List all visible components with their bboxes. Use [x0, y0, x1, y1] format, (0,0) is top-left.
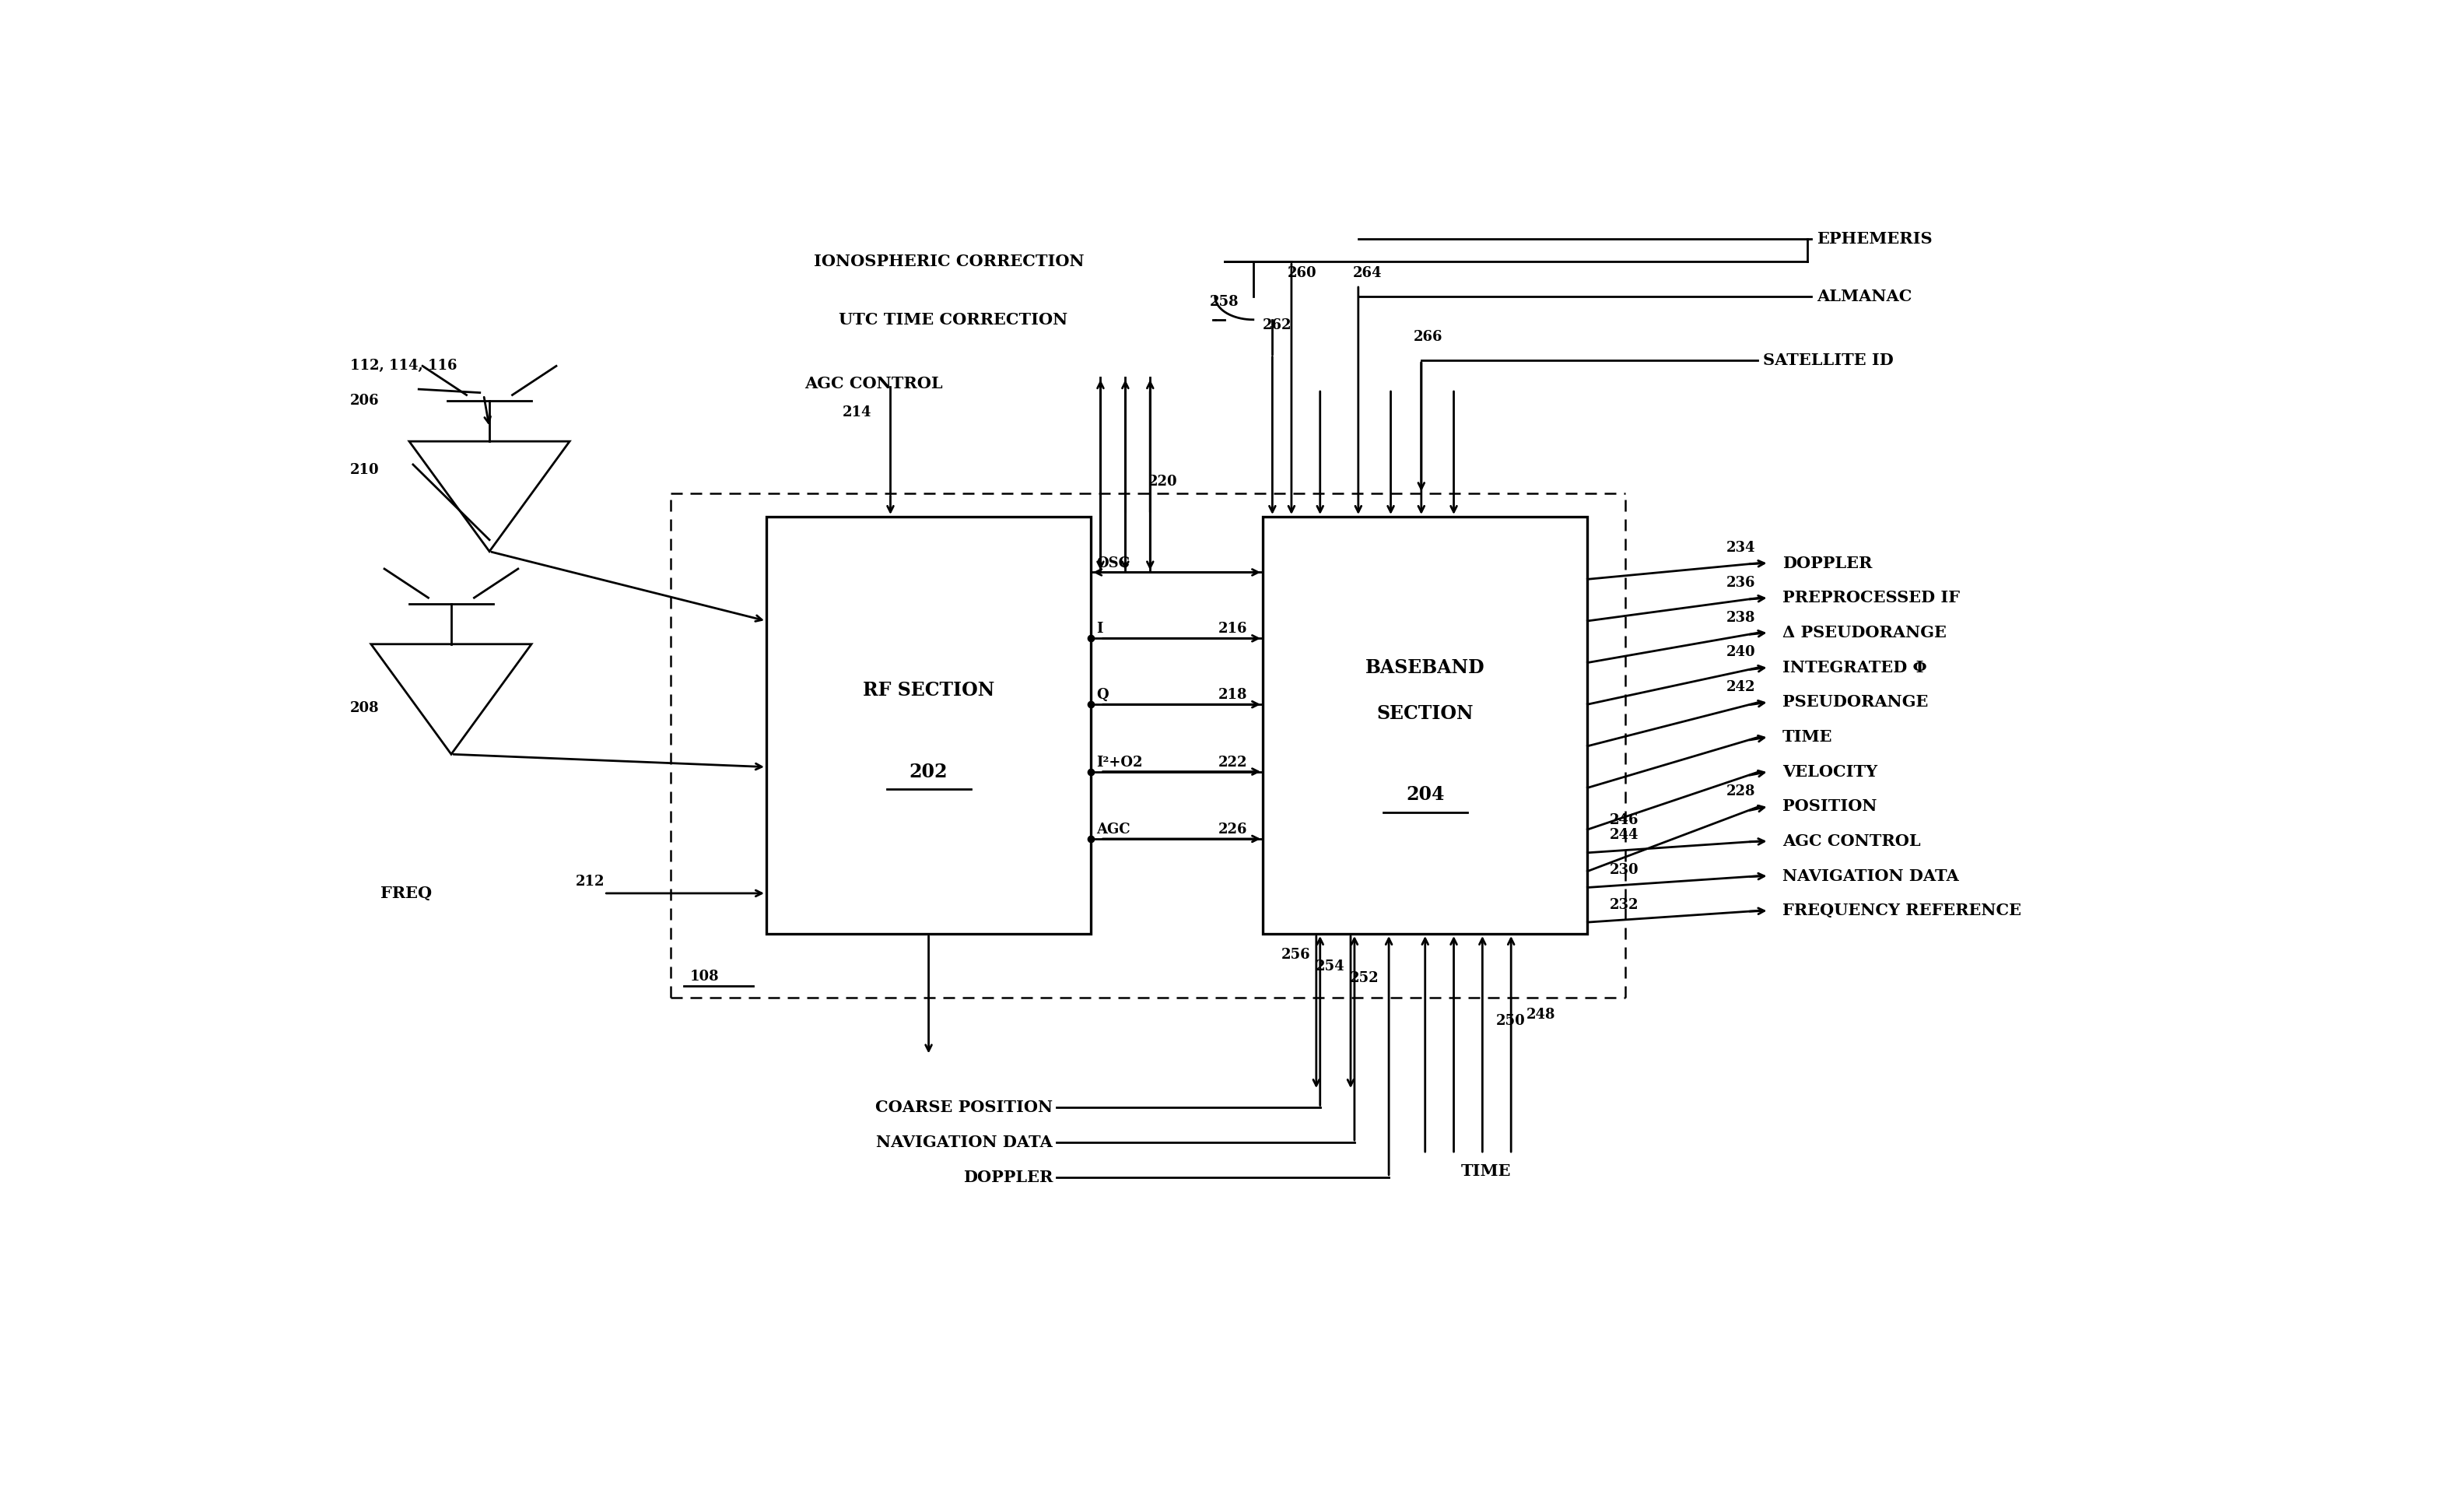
Text: 240: 240: [1727, 646, 1754, 659]
Text: UTC TIME CORRECTION: UTC TIME CORRECTION: [838, 312, 1067, 328]
Text: DOPPLER: DOPPLER: [1781, 555, 1873, 570]
Text: AGC CONTROL: AGC CONTROL: [1781, 834, 1919, 849]
Text: 112, 114, 116: 112, 114, 116: [350, 360, 456, 373]
Text: PSEUDORANGE: PSEUDORANGE: [1781, 694, 1927, 710]
Text: 206: 206: [350, 394, 379, 408]
Text: 218: 218: [1217, 688, 1247, 703]
Text: 252: 252: [1350, 971, 1380, 984]
Text: 222: 222: [1217, 756, 1247, 769]
Text: 212: 212: [574, 874, 604, 889]
Text: RF SECTION: RF SECTION: [862, 682, 995, 700]
Text: 210: 210: [350, 464, 379, 477]
Text: AGC: AGC: [1096, 823, 1131, 837]
Text: EPHEMERIS: EPHEMERIS: [1816, 230, 1932, 247]
Bar: [766, 516, 1092, 933]
Text: NAVIGATION DATA: NAVIGATION DATA: [877, 1135, 1052, 1150]
Text: I²+O2: I²+O2: [1096, 756, 1143, 769]
Text: IONOSPHERIC CORRECTION: IONOSPHERIC CORRECTION: [813, 254, 1084, 269]
Text: 254: 254: [1316, 959, 1345, 974]
Text: SATELLITE ID: SATELLITE ID: [1764, 352, 1895, 369]
Text: TIME: TIME: [1781, 728, 1833, 745]
Text: 228: 228: [1727, 784, 1754, 798]
Text: 266: 266: [1414, 330, 1444, 345]
Text: PREPROCESSED IF: PREPROCESSED IF: [1781, 590, 1959, 605]
Text: 236: 236: [1727, 576, 1754, 590]
Text: 262: 262: [1264, 319, 1291, 333]
Text: ALMANAC: ALMANAC: [1816, 289, 1912, 304]
Text: INTEGRATED Φ: INTEGRATED Φ: [1781, 659, 1927, 676]
Text: 214: 214: [843, 405, 872, 420]
Text: 226: 226: [1217, 823, 1247, 837]
Bar: [1264, 516, 1587, 933]
Text: 250: 250: [1496, 1014, 1525, 1028]
Text: 204: 204: [1407, 786, 1444, 804]
Text: 216: 216: [1217, 622, 1247, 637]
Text: 256: 256: [1281, 948, 1311, 962]
Text: DOPPLER: DOPPLER: [963, 1169, 1052, 1184]
Text: 232: 232: [1609, 898, 1639, 912]
Text: 242: 242: [1727, 680, 1754, 694]
Text: 248: 248: [1525, 1008, 1555, 1022]
Text: 264: 264: [1353, 266, 1382, 280]
Text: VELOCITY: VELOCITY: [1781, 765, 1878, 780]
Text: 230: 230: [1609, 862, 1639, 877]
Text: 246: 246: [1609, 813, 1639, 828]
Text: TIME: TIME: [1461, 1163, 1510, 1180]
Text: 220: 220: [1148, 476, 1178, 489]
Text: 108: 108: [690, 969, 719, 984]
Text: Δ PSEUDORANGE: Δ PSEUDORANGE: [1781, 625, 1947, 640]
Text: AGC CONTROL: AGC CONTROL: [806, 376, 944, 391]
Text: FREQ: FREQ: [379, 885, 431, 901]
Text: 238: 238: [1727, 611, 1754, 625]
Text: Q: Q: [1096, 688, 1109, 703]
Text: FREQUENCY REFERENCE: FREQUENCY REFERENCE: [1781, 903, 2020, 918]
Text: 202: 202: [909, 762, 949, 781]
Text: OSC: OSC: [1096, 555, 1131, 570]
Text: COARSE POSITION: COARSE POSITION: [875, 1100, 1052, 1115]
Text: NAVIGATION DATA: NAVIGATION DATA: [1781, 868, 1959, 883]
Text: 234: 234: [1727, 540, 1754, 555]
Text: 260: 260: [1289, 266, 1316, 280]
Text: 258: 258: [1210, 295, 1239, 310]
Text: POSITION: POSITION: [1781, 799, 1878, 814]
Text: I: I: [1096, 622, 1104, 637]
Text: SECTION: SECTION: [1377, 704, 1473, 722]
Text: BASEBAND: BASEBAND: [1365, 658, 1486, 677]
Text: 208: 208: [350, 701, 379, 715]
Text: 244: 244: [1609, 828, 1639, 843]
